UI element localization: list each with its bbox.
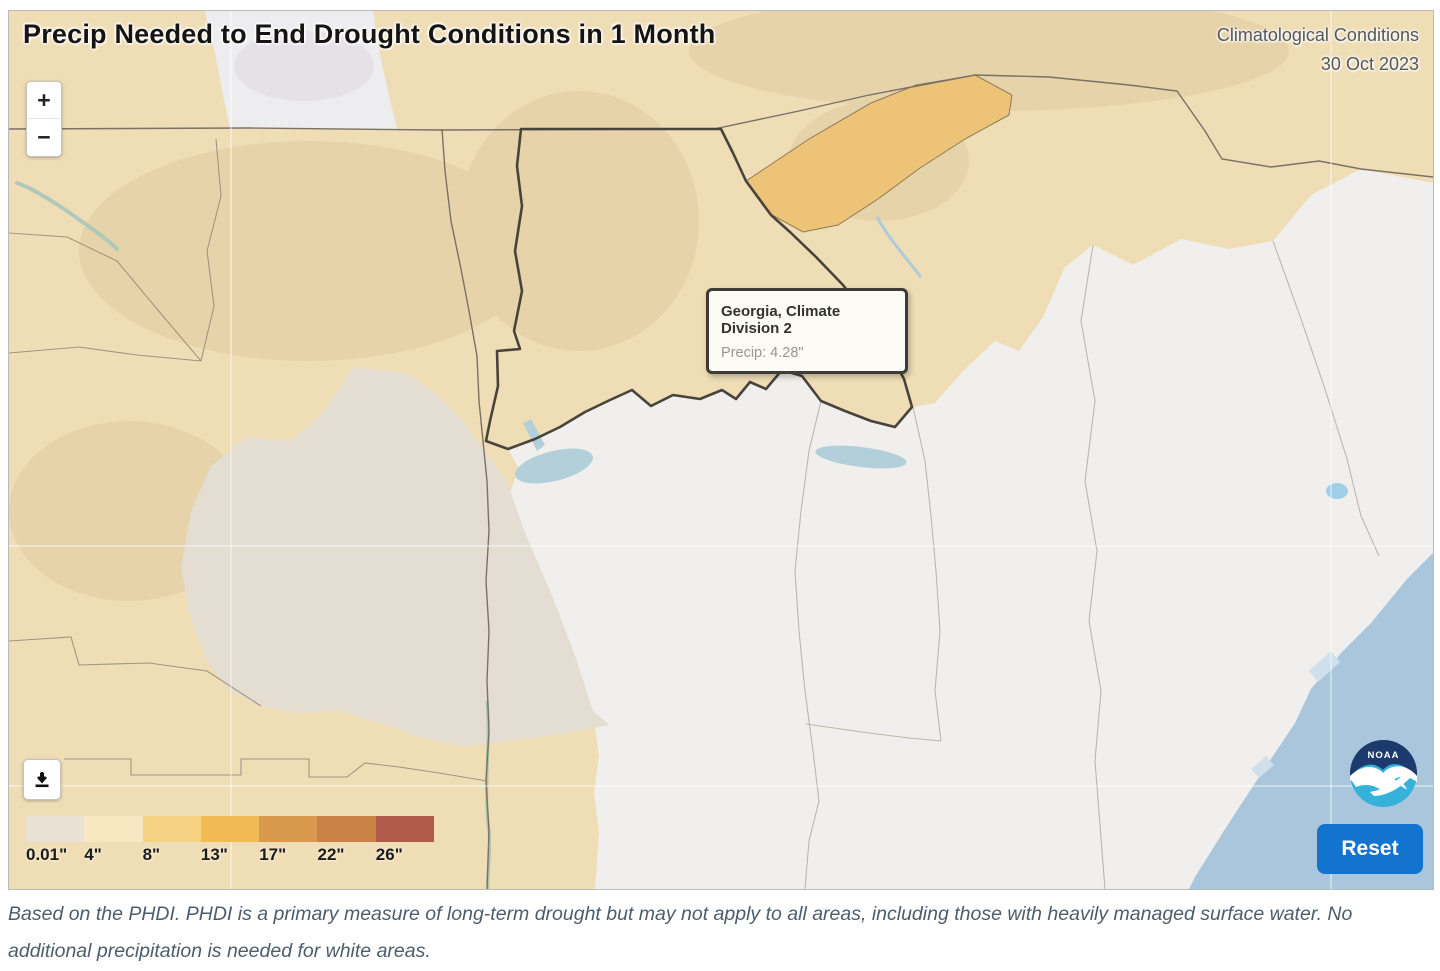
legend-swatch: [142, 816, 201, 842]
map-title: Precip Needed to End Drought Conditions …: [23, 19, 716, 49]
map-canvas[interactable]: Precip Needed to End Drought Conditions …: [8, 10, 1434, 890]
legend-label: 13": [200, 845, 228, 864]
map-tooltip: Georgia, Climate Division 2 Precip: 4.28…: [706, 288, 908, 374]
noaa-logo: NOAA: [1350, 740, 1417, 807]
zoom-in-button[interactable]: +: [27, 82, 61, 119]
tooltip-value: Precip: 4.28": [721, 345, 804, 361]
legend-labels: 0.01" 4" 8" 13" 17" 22" 26": [26, 845, 434, 865]
conditions-text: Climatological Conditions: [1216, 25, 1419, 45]
legend-label: 0.01": [26, 845, 68, 864]
legend-label: 26": [375, 845, 403, 864]
legend-swatch: [317, 816, 376, 842]
zoom-controls: + −: [26, 81, 62, 157]
tooltip-region: Georgia, Climate Division 2: [721, 303, 841, 337]
legend-label: 8": [142, 845, 161, 864]
legend-swatches: [26, 816, 435, 842]
legend-label: 17": [259, 845, 287, 864]
legend-swatch: [259, 816, 318, 842]
legend-swatch: [26, 816, 85, 842]
reset-button[interactable]: Reset: [1317, 824, 1423, 874]
legend-swatch: [200, 816, 260, 842]
download-icon: [32, 770, 52, 790]
download-button[interactable]: [23, 759, 61, 800]
footnote: Based on the PHDI. PHDI is a primary mea…: [8, 903, 1353, 963]
precip-legend: 0.01" 4" 8" 13" 17" 22" 26": [26, 816, 435, 865]
zoom-out-button[interactable]: −: [27, 119, 61, 156]
map-date: 30 Oct 2023: [1320, 54, 1419, 75]
legend-swatch: [84, 816, 143, 842]
noaa-logo-text: NOAA: [1368, 750, 1400, 761]
conditions-label: Climatological Conditions 30 Oct 2023: [1217, 21, 1419, 79]
choropleth-map[interactable]: [9, 11, 1433, 889]
legend-label: 4": [84, 845, 102, 864]
legend-swatch: [375, 816, 435, 842]
legend-label: 22": [317, 845, 345, 864]
